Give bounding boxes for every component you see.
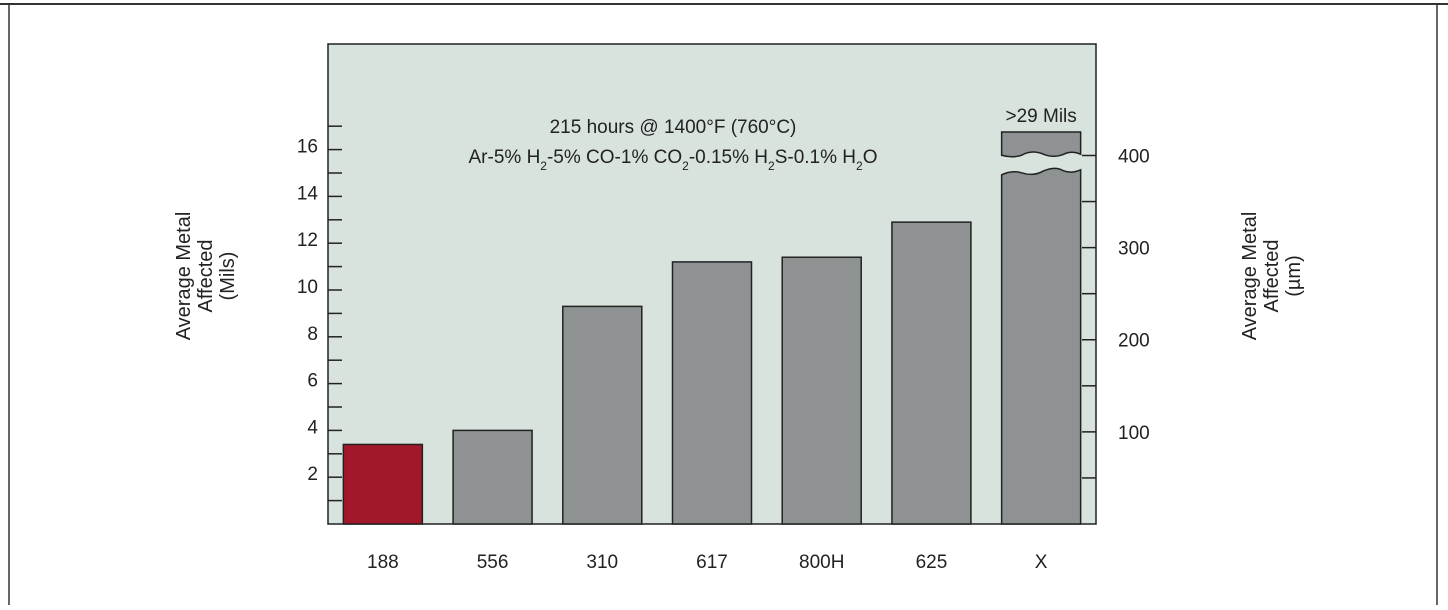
bar-556 <box>452 429 533 525</box>
broken-bar-label: >29 Mils <box>1006 106 1077 127</box>
bar-617 <box>671 261 753 525</box>
left-tick-label: 2 <box>307 464 318 485</box>
left-axis-title: Average MetalAffected(Mils) <box>173 212 239 341</box>
category-label: 617 <box>696 552 728 573</box>
left-tick-label: 8 <box>307 324 318 345</box>
bar-800h <box>781 256 862 525</box>
left-tick-label: 12 <box>297 230 318 251</box>
left-axis: 2 4 6 8 10 12 14 16 <box>297 125 342 502</box>
right-tick-label: 100 <box>1118 423 1150 444</box>
left-tick-label: 10 <box>297 277 318 298</box>
bar-x-upper <box>1000 131 1082 158</box>
category-label: 625 <box>916 552 948 573</box>
bars-group: >29 Mils <box>342 106 1082 525</box>
bar-188 <box>342 443 424 525</box>
category-labels: 188 556 310 617 800H 625 X <box>367 552 1048 573</box>
right-tick-label: 200 <box>1118 331 1150 352</box>
right-tick-label: 400 <box>1118 146 1150 167</box>
right-tick-label: 300 <box>1118 239 1150 260</box>
category-label: 188 <box>367 552 399 573</box>
category-label: 556 <box>477 552 509 573</box>
left-tick-label: 6 <box>307 371 318 392</box>
category-label: 310 <box>586 552 618 573</box>
conditions-line-1: 215 hours @ 1400°F (760°C) <box>550 117 797 138</box>
axis-title-text: Average MetalAffected(Mils) <box>173 212 239 341</box>
left-tick-label: 16 <box>297 137 318 158</box>
bar-x-lower <box>1000 167 1082 525</box>
bar-625 <box>891 221 972 525</box>
category-label: 800H <box>799 552 844 573</box>
right-axis-title: Average MetalAffected(µm) <box>1239 212 1305 341</box>
axis-title-text: Average MetalAffected(µm) <box>1239 212 1305 341</box>
left-tick-label: 4 <box>307 417 318 438</box>
category-label: X <box>1035 552 1048 573</box>
conditions-line-2: Ar-5% H2-5% CO-1% CO2-0.15% H2S-0.1% H2O <box>469 147 878 173</box>
left-tick-label: 14 <box>297 183 319 204</box>
bar-310 <box>562 305 643 525</box>
right-axis: 100 200 300 400 <box>1082 146 1150 479</box>
